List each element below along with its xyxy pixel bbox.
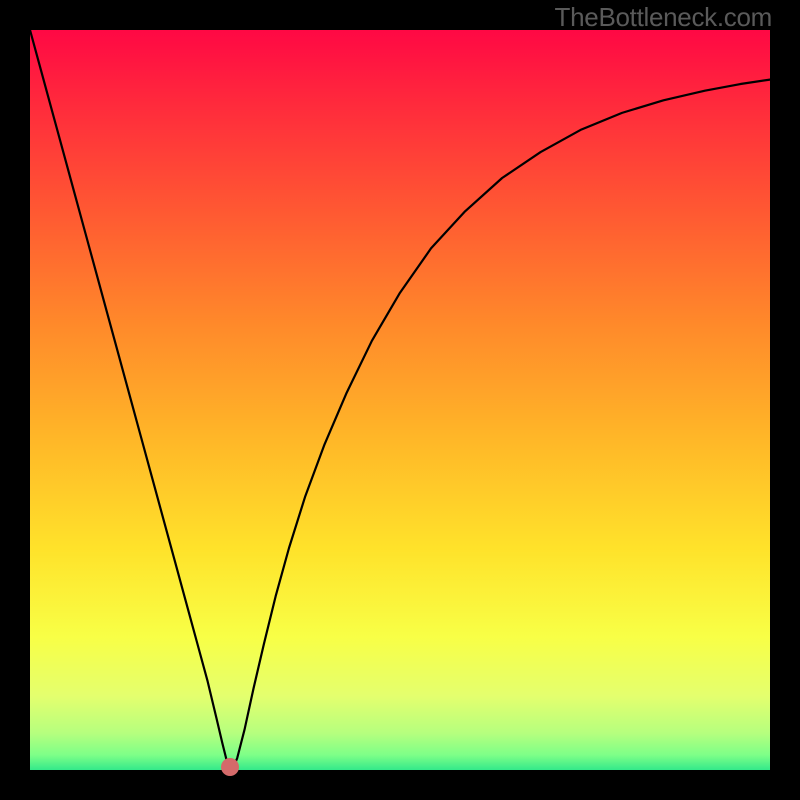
bottleneck-curve	[30, 30, 770, 770]
trademark-label: TheBottleneck.com	[555, 2, 772, 33]
optimal-point-marker	[221, 758, 239, 776]
